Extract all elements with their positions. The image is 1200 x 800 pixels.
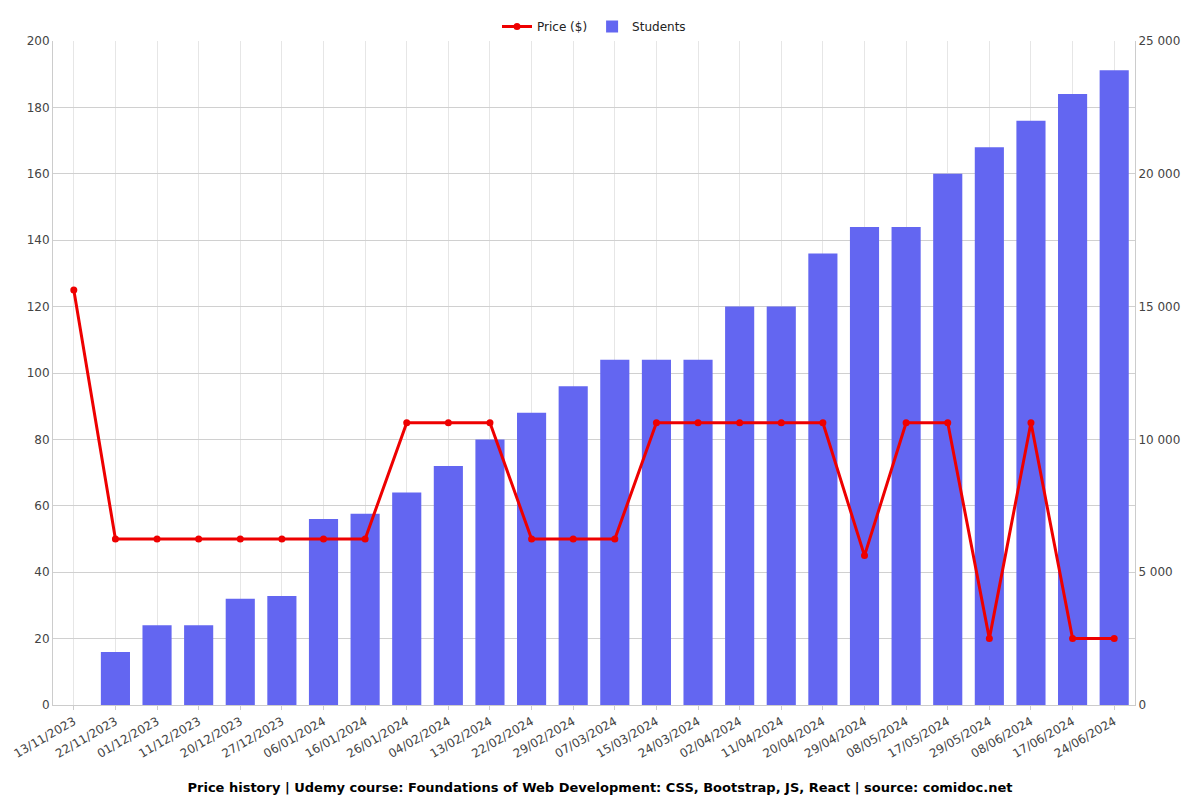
- svg-text:60: 60: [34, 499, 49, 513]
- svg-text:Students: Students: [632, 20, 686, 34]
- svg-text:80: 80: [34, 433, 49, 447]
- svg-text:16/01/2024: 16/01/2024: [303, 714, 370, 761]
- svg-text:22/02/2024: 22/02/2024: [469, 714, 536, 761]
- svg-text:13/11/2023: 13/11/2023: [11, 714, 78, 761]
- svg-text:100: 100: [27, 366, 50, 380]
- svg-text:08/06/2024: 08/06/2024: [969, 714, 1036, 761]
- svg-text:160: 160: [27, 167, 50, 181]
- svg-text:15/03/2024: 15/03/2024: [594, 714, 661, 761]
- svg-text:Price history | Udemy course:: Price history | Udemy course: Foundation…: [188, 780, 1013, 795]
- svg-text:22/11/2023: 22/11/2023: [53, 714, 120, 761]
- svg-text:Price ($): Price ($): [537, 20, 587, 34]
- svg-text:0: 0: [1138, 698, 1146, 712]
- svg-text:01/12/2023: 01/12/2023: [95, 714, 162, 761]
- svg-text:25 000: 25 000: [1138, 34, 1180, 48]
- svg-text:07/03/2024: 07/03/2024: [552, 714, 619, 761]
- svg-text:40: 40: [34, 565, 49, 579]
- svg-text:180: 180: [27, 101, 50, 115]
- svg-text:29/05/2024: 29/05/2024: [927, 714, 994, 761]
- svg-text:02/04/2024: 02/04/2024: [677, 714, 744, 761]
- svg-text:29/02/2024: 29/02/2024: [511, 714, 578, 761]
- svg-text:24/06/2024: 24/06/2024: [1052, 714, 1119, 761]
- svg-text:10 000: 10 000: [1138, 433, 1180, 447]
- svg-text:08/05/2024: 08/05/2024: [844, 714, 911, 761]
- svg-text:26/01/2024: 26/01/2024: [344, 714, 411, 761]
- svg-text:20 000: 20 000: [1138, 167, 1180, 181]
- svg-text:120: 120: [27, 300, 50, 314]
- svg-text:27/12/2023: 27/12/2023: [219, 714, 286, 761]
- svg-text:04/02/2024: 04/02/2024: [386, 714, 453, 761]
- svg-text:0: 0: [42, 698, 50, 712]
- svg-text:13/02/2024: 13/02/2024: [428, 714, 495, 761]
- svg-text:17/06/2024: 17/06/2024: [1010, 714, 1077, 761]
- svg-text:17/05/2024: 17/05/2024: [885, 714, 952, 761]
- svg-text:15 000: 15 000: [1138, 300, 1180, 314]
- svg-text:200: 200: [27, 34, 50, 48]
- svg-text:29/04/2024: 29/04/2024: [802, 714, 869, 761]
- svg-text:140: 140: [27, 233, 50, 247]
- svg-text:24/03/2024: 24/03/2024: [636, 714, 703, 761]
- svg-text:20/12/2023: 20/12/2023: [178, 714, 245, 761]
- svg-text:06/01/2024: 06/01/2024: [261, 714, 328, 761]
- svg-text:11/12/2023: 11/12/2023: [136, 714, 203, 761]
- svg-text:5 000: 5 000: [1138, 565, 1172, 579]
- svg-text:20: 20: [34, 632, 49, 646]
- svg-text:11/04/2024: 11/04/2024: [719, 714, 786, 761]
- svg-text:20/04/2024: 20/04/2024: [760, 714, 827, 761]
